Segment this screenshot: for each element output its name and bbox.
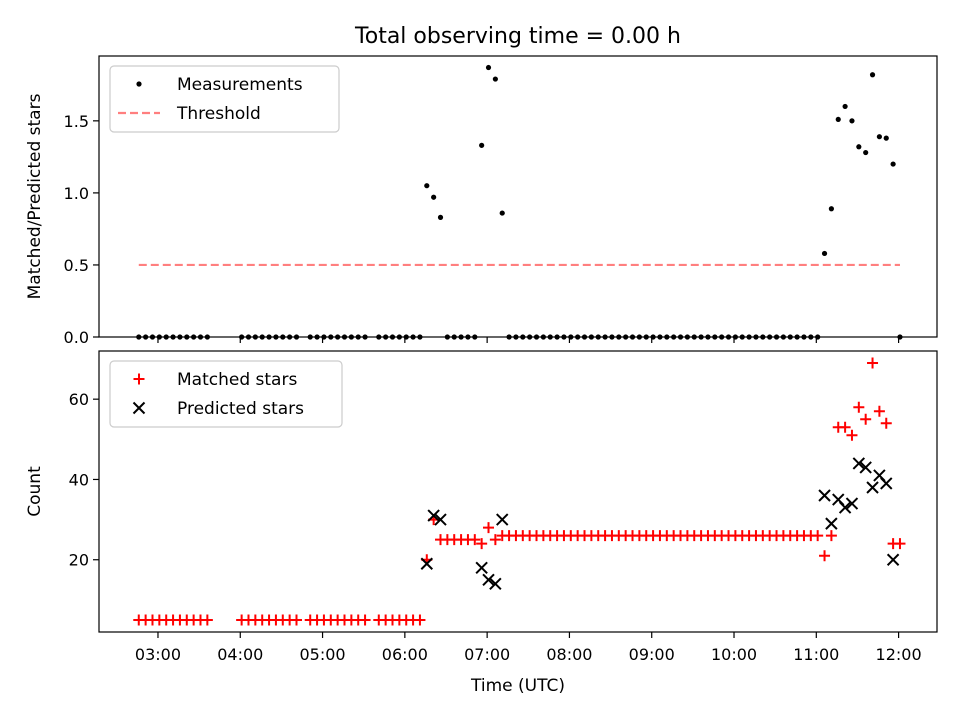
matched-stars-point [853,401,865,413]
legend-label: Measurements [177,75,303,95]
legend-measurements-marker [136,81,142,87]
y-tick-label: 0.5 [64,256,89,275]
measurement-point [499,210,505,216]
y-axis-label: Count [25,466,45,517]
x-tick-label: 05:00 [300,645,346,664]
x-tick-label: 10:00 [711,645,757,664]
matched-stars-point [819,550,831,562]
measurement-point [842,103,848,110]
y-tick-label: 60 [69,390,89,409]
x-axis-label: Time (UTC) [470,676,565,696]
measurement-point [437,214,444,220]
axes-frame [98,350,938,633]
predicted-stars-point [420,557,434,570]
measurement-point [485,64,492,71]
legend-box [109,65,340,133]
measurement-point [849,118,855,124]
predicted-stars-point [845,497,859,510]
matched-stars-point [867,357,879,369]
predicted-stars-point [496,513,509,526]
axes-frame [98,55,938,338]
x-tick-label: 09:00 [629,645,675,664]
matched-stars-point [825,530,837,542]
x-tick-label: 03:00 [135,645,181,664]
y-tick-label: 1.0 [64,184,89,203]
matched-stars-point [489,534,501,546]
matched-stars-point [812,530,824,542]
measurement-point [492,76,498,82]
legend-label: Threshold [176,104,261,124]
predicted-stars-point [489,577,502,591]
legend-matched-marker [133,373,145,385]
measurement-point [863,149,869,156]
measurement-point [890,161,896,167]
predicted-stars-point [482,573,495,587]
predicted-stars-point [852,457,866,470]
predicted-stars-point [886,553,900,566]
predicted-stars-point [859,461,872,474]
matched-stars-point [469,534,481,546]
measurement-point [479,142,485,148]
x-tick-label: 07:00 [464,645,510,664]
predicted-stars-point [866,481,879,494]
measurement-point [821,250,828,257]
matched-stars-point [873,405,885,417]
legend-label: Matched stars [177,370,297,390]
predicted-stars-point [427,509,440,522]
matched-stars-point [476,538,488,550]
y-tick-label: 40 [69,470,89,489]
matched-stars-point [201,614,213,626]
legend-predicted-marker [132,401,146,415]
matched-stars-point [860,413,872,425]
x-tick-label: 12:00 [876,645,922,664]
predicted-stars-point [818,489,831,502]
x-tick-label: 06:00 [382,645,428,664]
y-tick-label: 20 [69,551,89,570]
y-axis-label: Matched/Predicted stars [25,93,45,299]
predicted-stars-point [880,477,893,490]
matched-stars-point [414,614,426,626]
chart-title: Total observing time = 0.00 h [354,24,681,49]
measurement-point [828,206,834,212]
predicted-stars-point [434,513,447,526]
matched-stars-point [290,614,302,626]
legend-box [109,360,343,428]
x-tick-label: 11:00 [793,645,839,664]
matched-stars-point [359,614,371,626]
x-tick-label: 08:00 [546,645,592,664]
predicted-stars-point [838,501,852,514]
legend-label: Predicted stars [177,399,304,419]
measurement-point [835,116,841,123]
y-tick-label: 1.5 [64,112,89,131]
measurement-point [856,144,862,150]
bottom-panel: 20 40 60 Count 03:00 04:00 05:00 06:00 07:00 08:0… [25,350,938,664]
matched-stars-point [483,522,495,534]
measurement-point [424,183,430,189]
predicted-stars-point [475,561,488,574]
measurement-point [869,72,876,78]
measurement-point [883,135,889,141]
matched-stars-point [880,417,892,429]
predicted-stars-point [825,517,838,530]
measurement-point [431,194,437,200]
y-tick-label: 0.0 [64,328,89,347]
matched-stars-point [846,429,858,441]
x-tick-label: 04:00 [217,645,263,664]
top-panel: 0.0 0.5 1.0 1.5 Matched/Predicted stars Measu… [25,55,938,347]
matched-stars-point [894,538,906,550]
measurement-point [876,134,882,140]
matched-stars-point [839,421,851,433]
